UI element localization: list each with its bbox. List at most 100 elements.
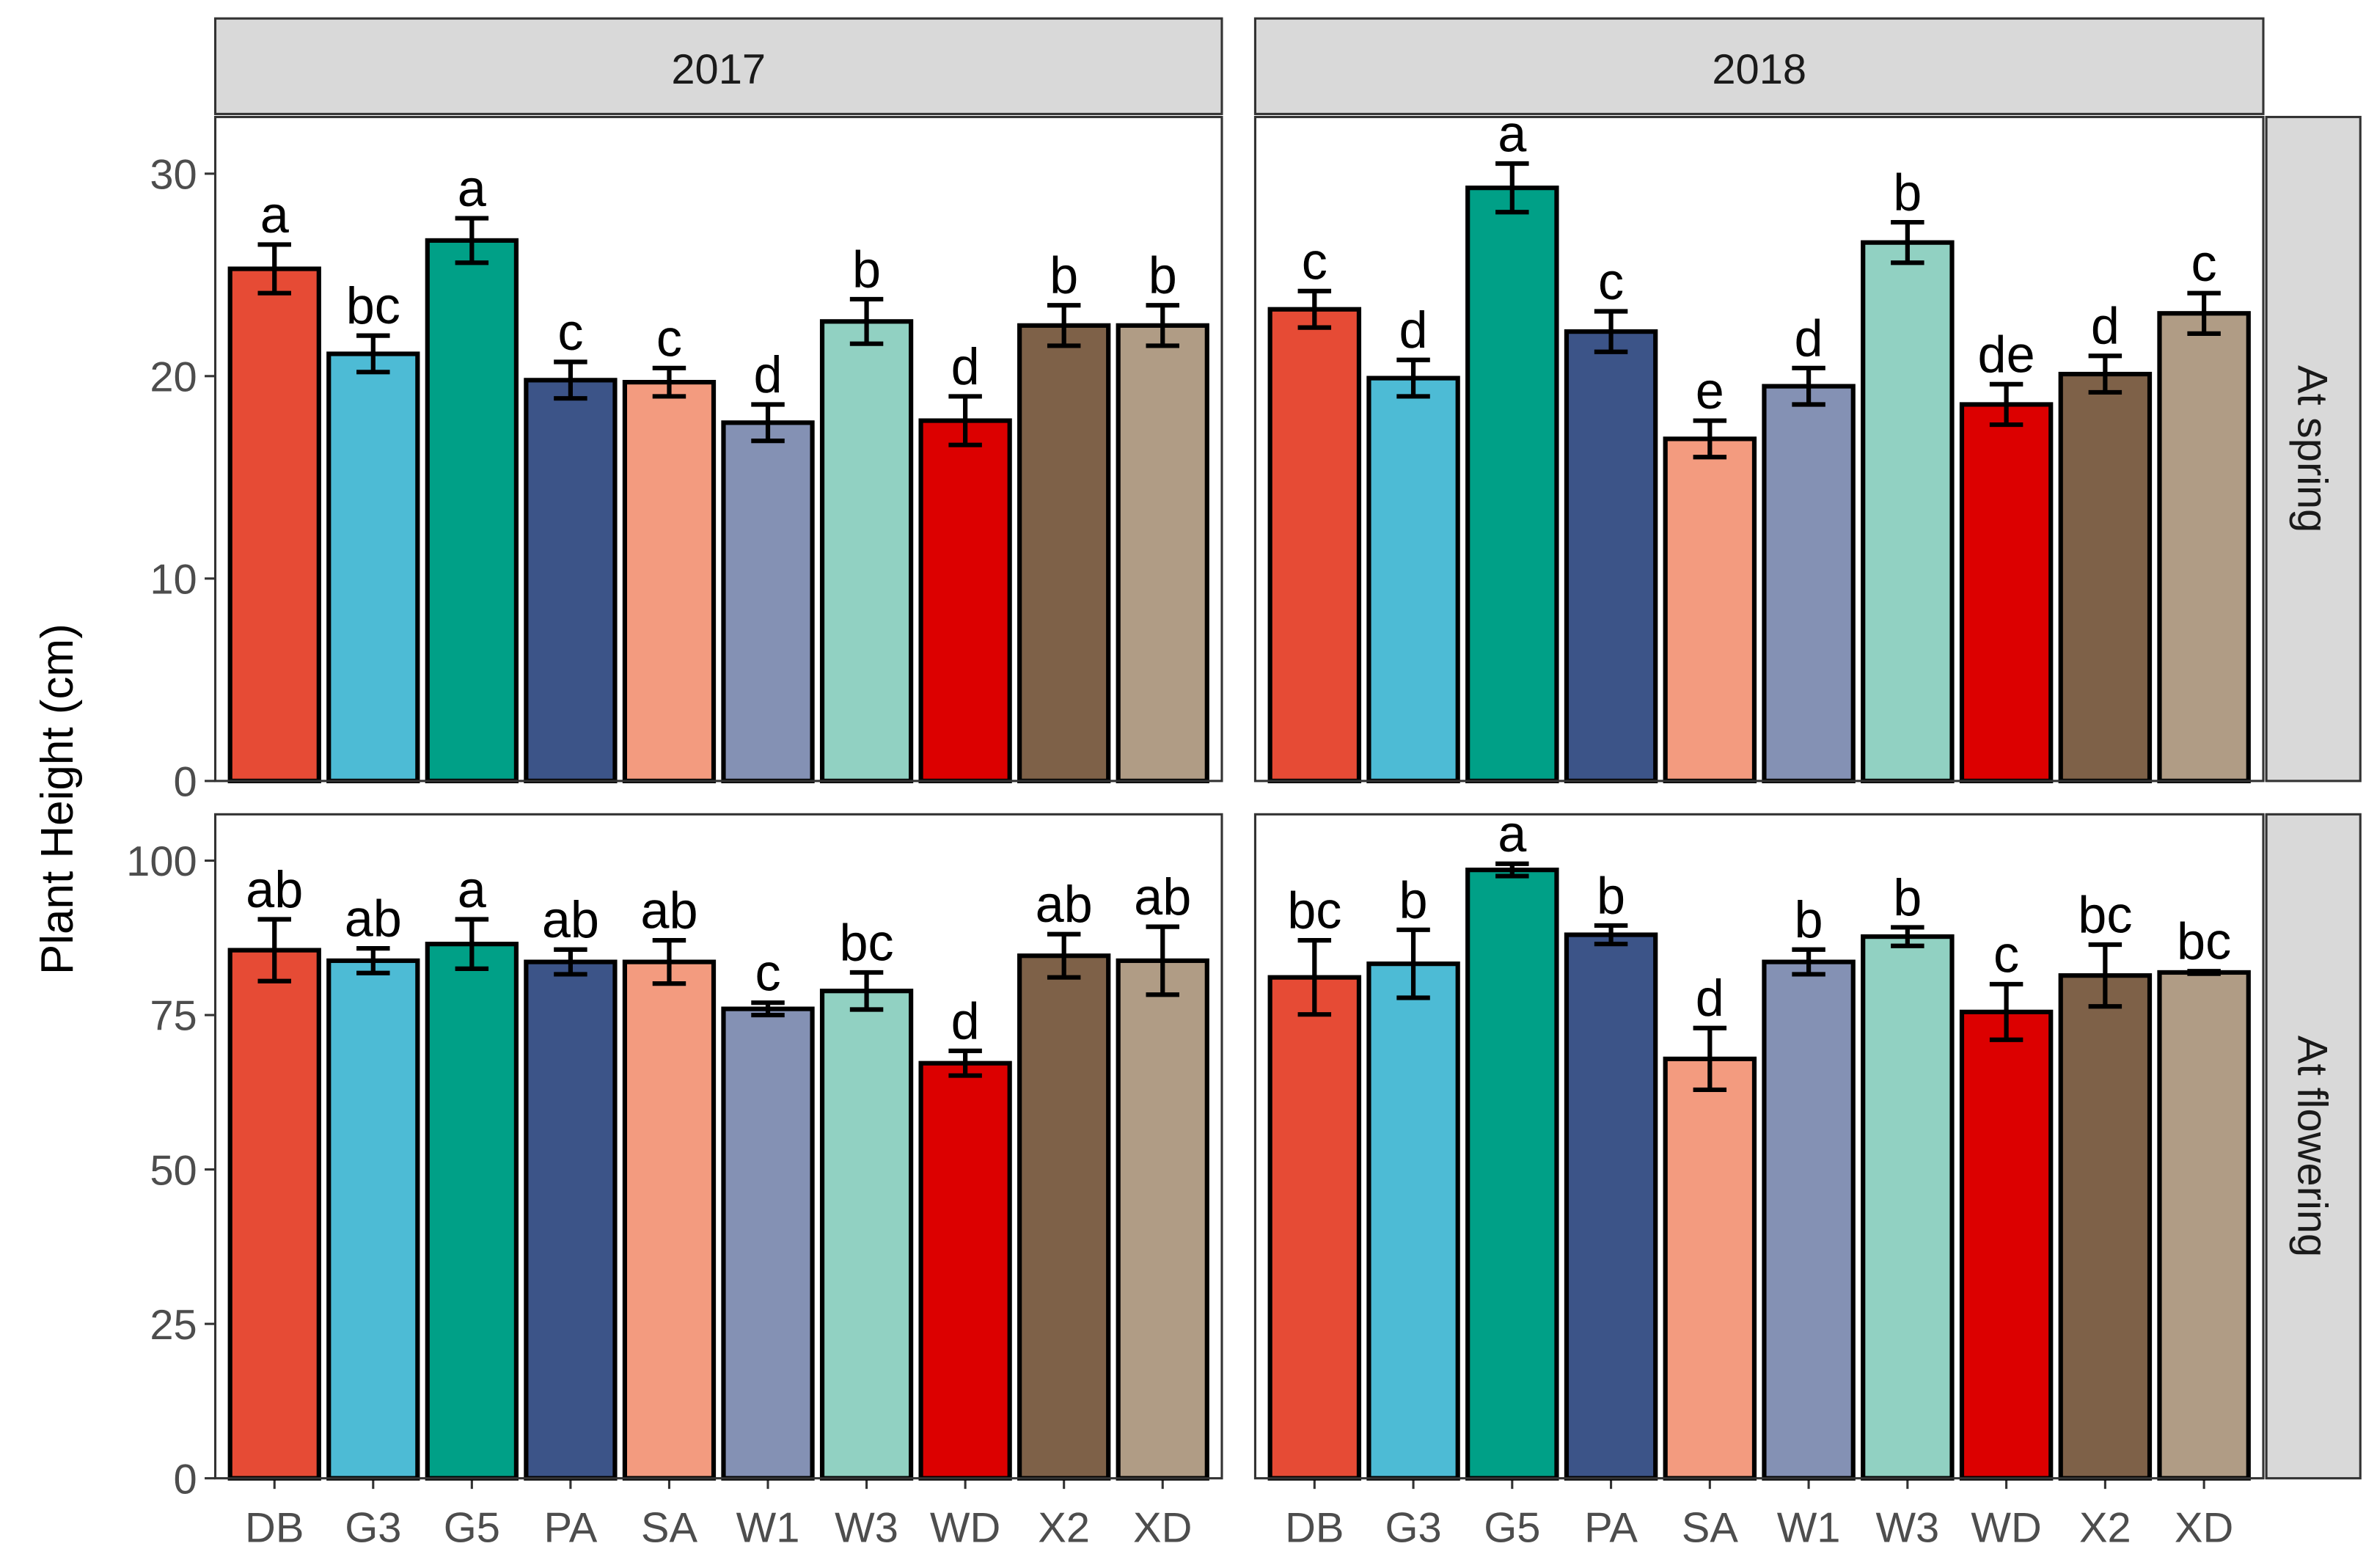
bar-W1	[721, 1006, 815, 1481]
error-bar	[356, 333, 390, 375]
error-bar	[356, 945, 390, 975]
y-tick-label: 10	[150, 557, 197, 604]
error-bar	[652, 938, 686, 986]
bar-XD	[1116, 323, 1209, 783]
bar-WD	[918, 1060, 1012, 1481]
significance-letter: ab	[246, 860, 303, 918]
x-tick-label: G3	[345, 1504, 401, 1551]
significance-letter: d	[1399, 301, 1428, 359]
significance-letter: d	[1795, 309, 1823, 367]
error-bar	[948, 394, 982, 447]
x-tick-label: WD	[930, 1504, 1000, 1551]
bar-W3	[1861, 934, 1955, 1481]
significance-letter: ab	[542, 890, 599, 948]
significance-letter: a	[458, 860, 487, 918]
error-bar	[1693, 1025, 1727, 1093]
significance-letter: b	[1893, 868, 1922, 926]
error-bar	[1989, 381, 2023, 428]
bar-DB	[1267, 307, 1362, 783]
bar-DB	[227, 266, 321, 783]
error-bar	[257, 242, 291, 296]
bar-WD	[1959, 1009, 2054, 1481]
y-tick-label: 50	[150, 1147, 197, 1194]
x-tick-label: W3	[835, 1504, 898, 1551]
error-bar	[1693, 418, 1727, 460]
bar-DB	[227, 948, 321, 1481]
bar-G5	[425, 942, 519, 1481]
significance-letter: bc	[2177, 912, 2231, 970]
error-bar	[1146, 303, 1179, 348]
bar-G3	[1366, 961, 1460, 1481]
significance-letter: a	[458, 159, 487, 217]
y-tick-label: 25	[150, 1302, 197, 1349]
error-bar	[455, 216, 489, 265]
error-bar	[554, 359, 587, 401]
panel-border	[1253, 813, 2265, 1480]
y-tick-label: 75	[150, 993, 197, 1040]
bar-PA	[1564, 329, 1658, 783]
x-tick-label: WD	[1971, 1504, 2041, 1551]
bar-G3	[326, 351, 420, 783]
significance-letter: b	[1795, 890, 1823, 948]
significance-letter: e	[1696, 362, 1724, 420]
error-bar	[849, 970, 884, 1012]
error-bar	[2187, 969, 2221, 976]
error-bar	[1396, 927, 1430, 1000]
error-bar	[1594, 309, 1628, 354]
significance-letter: d	[2091, 297, 2120, 355]
significance-letter: bc	[2078, 886, 2132, 944]
error-bar	[1594, 923, 1628, 947]
y-tick-label: 0	[174, 1456, 197, 1503]
significance-letter: a	[1498, 104, 1527, 162]
error-bar	[1047, 303, 1081, 348]
error-bar	[1495, 161, 1529, 215]
significance-letter: bc	[346, 276, 400, 334]
bar-X2	[2058, 973, 2153, 1481]
row-strip-label: At flowering	[2289, 1036, 2336, 1257]
error-bar	[2088, 942, 2123, 1009]
bar-W3	[1861, 240, 1955, 783]
significance-letter: b	[1399, 871, 1428, 928]
significance-letter: c	[1302, 232, 1327, 290]
row-strip-label: At spring	[2289, 365, 2336, 532]
row-strip	[2265, 115, 2362, 783]
error-bar	[1146, 924, 1179, 997]
bar-G3	[1366, 375, 1460, 783]
error-bar	[2187, 290, 2221, 336]
significance-letter: bc	[1287, 882, 1341, 939]
error-bar	[751, 1000, 785, 1018]
significance-letter: de	[1978, 325, 2035, 383]
significance-letter: bc	[839, 913, 893, 971]
y-tick-label: 20	[150, 354, 197, 401]
significance-letter: ab	[1036, 875, 1093, 933]
bar-SA	[622, 380, 717, 783]
bar-W1	[1762, 384, 1856, 783]
error-bar	[652, 365, 686, 399]
x-tick-label: W1	[1777, 1504, 1841, 1551]
significance-letter: d	[753, 345, 782, 403]
x-tick-label: X2	[1038, 1504, 1090, 1551]
bar-X2	[2058, 371, 2153, 783]
significance-letter: a	[260, 186, 290, 243]
significance-letter: d	[1696, 969, 1724, 1027]
error-bar	[1792, 947, 1825, 977]
bar-W3	[819, 989, 914, 1481]
significance-letter: b	[1149, 246, 1177, 304]
significance-letter: c	[656, 309, 682, 367]
significance-letter: c	[2191, 234, 2217, 292]
significance-letter: b	[1050, 246, 1078, 304]
panel-border	[213, 813, 1223, 1480]
bar-SA	[622, 959, 717, 1481]
error-bar	[554, 947, 587, 977]
error-bar	[1297, 288, 1332, 330]
bar-G5	[1465, 186, 1559, 783]
error-bar	[948, 1048, 982, 1078]
bar-G3	[326, 958, 420, 1481]
significance-letter: c	[755, 944, 780, 1002]
x-tick-label: XD	[2175, 1504, 2233, 1551]
error-bar	[1047, 931, 1081, 980]
y-axis-label: Plant Height (cm)	[32, 623, 83, 975]
bar-DB	[1267, 975, 1362, 1481]
x-tick-label: G3	[1385, 1504, 1441, 1551]
x-tick-label: DB	[1285, 1504, 1344, 1551]
